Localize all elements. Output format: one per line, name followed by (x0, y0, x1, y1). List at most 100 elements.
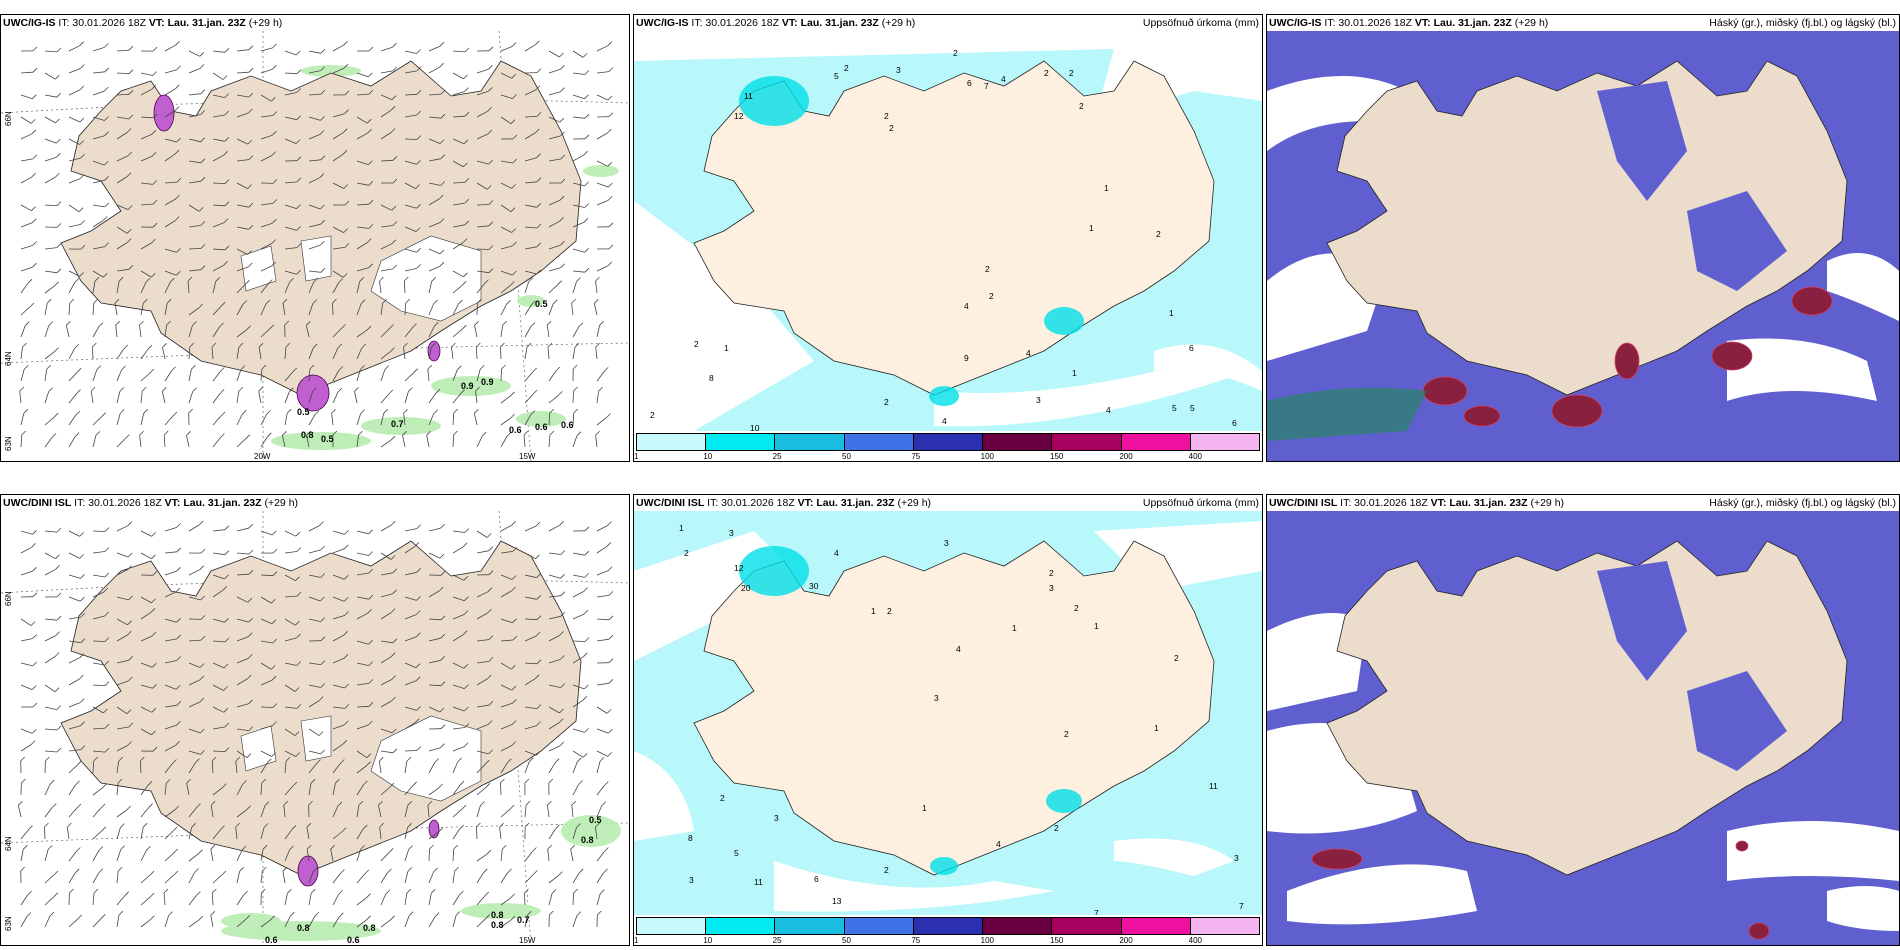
colorbar-tick: 400 (1188, 452, 1203, 461)
svg-text:4: 4 (1106, 405, 1111, 415)
svg-text:64N: 64N (4, 836, 13, 851)
wind-value-labels: 0.5 0.9 0.9 0.7 0.8 0.5 0.6 0.6 0.6 0.5 (297, 299, 574, 444)
svg-text:1: 1 (1094, 621, 1099, 631)
svg-text:3: 3 (944, 538, 949, 548)
svg-text:0.6: 0.6 (265, 935, 278, 945)
svg-text:2: 2 (1079, 101, 1084, 111)
colorbar-segment (775, 918, 845, 934)
svg-text:2: 2 (1054, 823, 1059, 833)
precip-colorbar (636, 433, 1260, 451)
svg-text:0.9: 0.9 (461, 381, 474, 391)
svg-text:2: 2 (1064, 729, 1069, 739)
svg-text:66N: 66N (4, 591, 13, 606)
svg-text:2: 2 (884, 397, 889, 407)
wind-map: 0.5 0.8 0.8 0.8 0.7 0.6 0.6 0.8 0.8 66N … (1, 511, 629, 945)
precip-colorbar-ticks: 1 10 25 50 75 100 150 200 400 (634, 936, 1260, 945)
svg-text:2: 2 (889, 123, 894, 133)
colorbar-tick: 10 (703, 936, 713, 945)
svg-text:8: 8 (709, 373, 714, 383)
svg-text:2: 2 (650, 410, 655, 420)
colorbar-segment (1121, 918, 1191, 934)
svg-text:4: 4 (834, 548, 839, 558)
svg-text:2: 2 (1049, 568, 1054, 578)
svg-text:0.5: 0.5 (297, 407, 310, 417)
precip-panel-ig: UWC/IG-IS IT: 30.01.2026 18Z VT: Lau. 31… (633, 14, 1263, 462)
svg-text:3: 3 (729, 528, 734, 538)
svg-text:9: 9 (964, 353, 969, 363)
colorbar-segment (637, 434, 707, 450)
svg-text:4: 4 (956, 644, 961, 654)
svg-text:5: 5 (734, 848, 739, 858)
colorbar-tick: 150 (1050, 452, 1064, 461)
svg-text:5: 5 (834, 71, 839, 81)
svg-text:11: 11 (744, 91, 753, 101)
svg-text:5: 5 (1172, 403, 1177, 413)
svg-text:2: 2 (684, 548, 689, 558)
cloud-map (1267, 511, 1899, 945)
svg-text:2: 2 (1074, 603, 1079, 613)
colorbar-tick: 75 (911, 936, 921, 945)
panel-header: UWC/DINI ISL IT: 30.01.2026 18Z VT: Lau.… (1269, 497, 1565, 509)
svg-text:3: 3 (1234, 853, 1239, 863)
svg-text:2: 2 (720, 793, 725, 803)
svg-text:2: 2 (887, 606, 892, 616)
svg-text:63N: 63N (4, 916, 13, 931)
colorbar-tick: 50 (842, 452, 851, 461)
svg-text:12: 12 (734, 563, 744, 573)
svg-text:15W: 15W (519, 936, 536, 945)
svg-text:4: 4 (1026, 348, 1031, 358)
cloud-title: Háský (gr.), miðský (fj.bl.) og lágský (… (1709, 497, 1896, 509)
svg-text:64N: 64N (4, 351, 13, 366)
svg-text:4: 4 (996, 839, 1001, 849)
svg-text:7: 7 (1239, 901, 1244, 911)
colorbar-segment (983, 918, 1053, 934)
svg-text:0.8: 0.8 (297, 923, 310, 933)
precip-colorbar (636, 917, 1260, 935)
colorbar-segment (1052, 918, 1122, 934)
colorbar-tick: 1 (634, 936, 639, 945)
svg-text:3: 3 (689, 875, 694, 885)
svg-text:0.5: 0.5 (321, 434, 334, 444)
colorbar-segment (775, 434, 845, 450)
svg-text:2: 2 (1174, 653, 1179, 663)
colorbar-segment (983, 434, 1053, 450)
colorbar-tick: 25 (772, 936, 782, 945)
svg-text:0.8: 0.8 (491, 920, 504, 930)
precip-value-labels: 2 3 5 2 6 7 4 2 2 2 12 11 2 2 1 1 4 2 2 … (650, 48, 1237, 431)
precip-title: Uppsöfnuð úrkoma (mm) (1142, 497, 1259, 509)
panel-header: UWC/IG-IS IT: 30.01.2026 18Z VT: Lau. 31… (636, 17, 916, 29)
svg-text:20W: 20W (254, 452, 271, 461)
colorbar-tick: 100 (980, 936, 995, 945)
svg-text:0.6: 0.6 (561, 420, 574, 430)
colorbar-tick: 400 (1188, 936, 1203, 945)
svg-text:0.8: 0.8 (363, 923, 376, 933)
colorbar-segment (844, 434, 914, 450)
svg-text:0.9: 0.9 (481, 377, 494, 387)
svg-text:3: 3 (1049, 583, 1054, 593)
svg-text:0.8: 0.8 (491, 910, 504, 920)
svg-text:2: 2 (989, 291, 994, 301)
svg-text:1: 1 (1012, 623, 1017, 633)
colorbar-segment (913, 434, 984, 450)
colorbar-segment (1190, 434, 1259, 450)
svg-text:7: 7 (984, 81, 989, 91)
svg-text:1: 1 (679, 523, 684, 533)
svg-text:63N: 63N (4, 436, 13, 451)
svg-text:30: 30 (809, 581, 819, 591)
colorbar-segment (706, 434, 776, 450)
svg-text:6: 6 (1232, 418, 1237, 428)
colorbar-segment (706, 918, 776, 934)
wind-panel-dini: UWC/DINI ISL IT: 30.01.2026 18Z VT: Lau.… (0, 494, 630, 946)
svg-text:11: 11 (1209, 781, 1218, 791)
svg-text:1: 1 (1169, 308, 1174, 318)
svg-text:2: 2 (985, 264, 990, 274)
colorbar-tick: 200 (1119, 936, 1133, 945)
colorbar-segment (1052, 434, 1122, 450)
svg-text:1: 1 (724, 343, 729, 353)
colorbar-tick: 200 (1119, 452, 1133, 461)
svg-text:5: 5 (1190, 403, 1195, 413)
svg-text:0.8: 0.8 (301, 430, 314, 440)
svg-text:3: 3 (1036, 395, 1041, 405)
svg-text:8: 8 (688, 833, 693, 843)
svg-text:6: 6 (814, 874, 819, 884)
